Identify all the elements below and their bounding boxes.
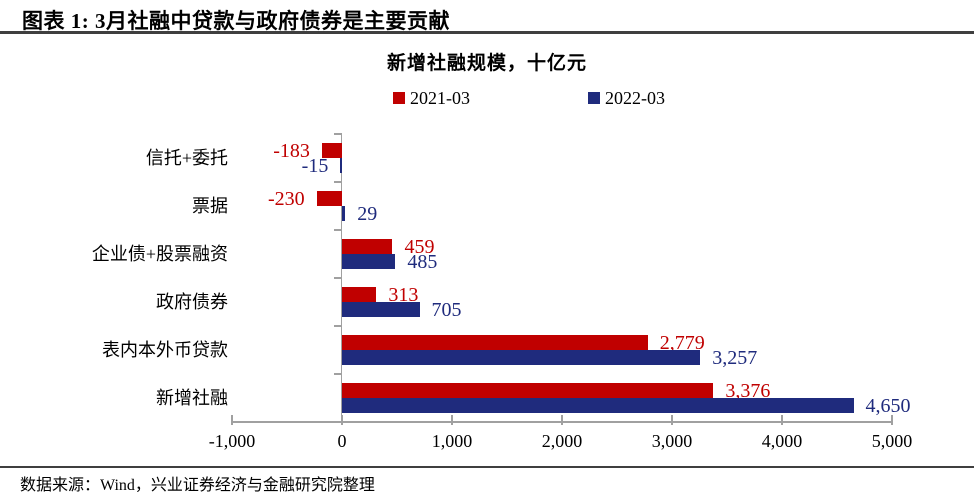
bar-value-label: -183 — [273, 139, 310, 162]
y-axis-tick — [334, 325, 341, 327]
category-label: 政府债券 — [156, 292, 228, 312]
category-label: 表内本外币贷款 — [102, 340, 228, 360]
bar — [342, 206, 346, 221]
x-tick-label: 1,000 — [431, 431, 473, 451]
bar-value-label: 4,650 — [865, 394, 911, 417]
bar — [342, 335, 648, 350]
x-axis-tick — [561, 415, 563, 425]
bar — [342, 239, 393, 254]
x-tick-label: 2,000 — [541, 431, 583, 451]
x-axis-tick — [781, 415, 783, 425]
chart-title: 新增社融规模，十亿元 — [386, 53, 587, 74]
chart-legend: 2021-03 2022-03 — [0, 89, 974, 107]
y-axis-tick — [334, 181, 341, 183]
category-label: 企业债+股票融资 — [91, 244, 228, 264]
x-axis-tick — [671, 415, 673, 425]
category-label: 新增社融 — [156, 388, 228, 408]
bar-value-label: 313 — [388, 283, 419, 306]
bar — [342, 383, 714, 398]
bar — [316, 191, 342, 206]
legend-swatch-red — [393, 92, 405, 104]
y-axis-tick — [334, 373, 341, 375]
bar — [342, 302, 420, 317]
bar-value-label: -15 — [301, 154, 329, 177]
category-label: 信托+委托 — [145, 148, 228, 168]
x-tick-label: -1,000 — [208, 431, 256, 451]
legend-label: 2021-03 — [410, 88, 470, 108]
bar — [321, 143, 342, 158]
y-axis-tick — [334, 229, 341, 231]
x-axis-tick — [231, 415, 233, 425]
x-tick-label: 3,000 — [651, 431, 693, 451]
bar-value-label: 3,376 — [725, 379, 771, 402]
bar — [340, 158, 342, 173]
y-axis-line — [340, 133, 342, 423]
figure-title: 图表 1: 3月社融中贷款与政府债券是主要贡献 — [22, 9, 450, 33]
category-label: 票据 — [192, 196, 228, 216]
x-tick-label: 0 — [337, 431, 347, 451]
x-tick-label: 4,000 — [761, 431, 803, 451]
legend-label: 2022-03 — [605, 88, 665, 108]
bar-value-label: 485 — [407, 250, 438, 273]
bar — [342, 398, 854, 413]
x-axis-tick — [891, 415, 893, 425]
bar — [342, 287, 377, 302]
bar-value-label: 3,257 — [712, 346, 758, 369]
bar-value-label: 459 — [404, 235, 435, 258]
legend-item-2022-03: 2022-03 — [588, 89, 665, 107]
legend-swatch-navy — [588, 92, 600, 104]
y-axis-tick — [334, 277, 341, 279]
y-axis-tick — [334, 133, 341, 135]
bar-value-label: 2,779 — [659, 331, 705, 354]
footer-divider — [0, 466, 974, 468]
legend-item-2021-03: 2021-03 — [393, 89, 470, 107]
x-axis-tick — [341, 415, 343, 425]
bar — [342, 254, 396, 269]
bar-value-label: -230 — [268, 187, 305, 210]
title-divider — [0, 31, 974, 34]
x-axis-tick — [451, 415, 453, 425]
bar-value-label: 705 — [431, 298, 462, 321]
x-tick-label: 5,000 — [871, 431, 913, 451]
data-source: 数据来源：Wind，兴业证券经济与金融研究院整理 — [20, 477, 375, 494]
bar — [342, 350, 701, 365]
bar-value-label: 29 — [357, 202, 378, 225]
